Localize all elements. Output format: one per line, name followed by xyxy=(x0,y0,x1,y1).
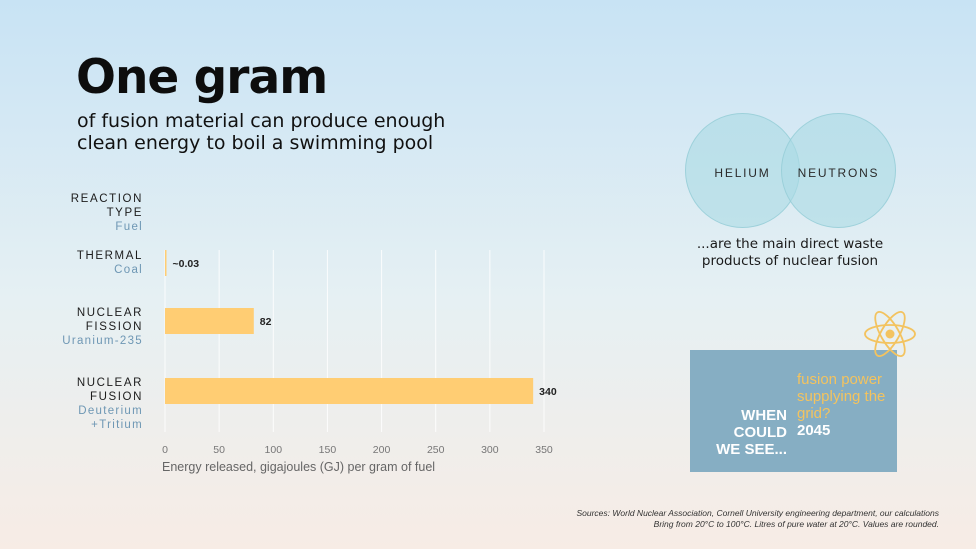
page-title: One gram xyxy=(76,50,328,105)
fusion-grid-callout: WHEN COULD WE SEE... fusion power supply… xyxy=(690,350,897,472)
page-subtitle: of fusion material can produce enough cl… xyxy=(77,110,446,154)
row-fuel-line1: Deuterium xyxy=(78,405,143,417)
row-fuel-line1: Coal xyxy=(114,264,143,276)
bar-1 xyxy=(165,308,254,334)
bar-value-label: 82 xyxy=(260,316,272,328)
row-type-line2: FISSION xyxy=(85,321,143,333)
row-type-line1: NUCLEAR xyxy=(76,377,143,389)
x-tick-label: 200 xyxy=(373,444,391,456)
neutrons-circle: NEUTRONS xyxy=(781,113,896,228)
callout-highlight-text: fusion power supplying the grid? xyxy=(797,371,886,422)
bar-value-label: ~0.03 xyxy=(173,258,200,270)
row-type-line2: FUSION xyxy=(89,391,143,403)
x-axis-title: Energy released, gigajoules (GJ) per gra… xyxy=(162,460,435,474)
x-tick-label: 100 xyxy=(265,444,283,456)
callout-year: 2045 xyxy=(797,422,831,439)
x-tick-label: 0 xyxy=(162,444,168,456)
sources-note: Sources: World Nuclear Association, Corn… xyxy=(576,508,939,530)
row-label-fusion: NUCLEAR FUSION Deuterium +Tritium xyxy=(0,376,143,432)
callout-answer: fusion power supplying the grid? 2045 xyxy=(797,371,897,439)
notes-line: Bring from 20°C to 100°C. Litres of pure… xyxy=(653,519,939,529)
x-tick-label: 250 xyxy=(427,444,445,456)
waste-products-venn: HELIUM NEUTRONS xyxy=(685,113,897,228)
energy-bar-chart: 0 50 100 150 200 250 300 350 ~0.03 82 340 Energy re… xyxy=(162,250,557,474)
x-tick-label: 150 xyxy=(319,444,337,456)
row-header-fuel: Fuel xyxy=(115,221,143,233)
x-tick-label: 50 xyxy=(213,444,225,456)
row-header-line1: REACTION xyxy=(70,193,143,205)
helium-label: HELIUM xyxy=(714,166,771,180)
callout-question: WHEN COULD WE SEE... xyxy=(716,407,787,458)
sources-line: Sources: World Nuclear Association, Corn… xyxy=(576,508,939,518)
venn-caption: ...are the main direct waste products of… xyxy=(696,236,884,269)
bar-0 xyxy=(165,250,167,276)
row-label-thermal: THERMAL Coal xyxy=(0,249,143,277)
row-fuel-line2: +Tritium xyxy=(91,419,143,431)
atom-icon xyxy=(864,310,916,358)
bar-value-label: 340 xyxy=(539,386,557,398)
row-type-line1: NUCLEAR xyxy=(76,307,143,319)
row-label-fission: NUCLEAR FISSION Uranium-235 xyxy=(0,306,143,348)
row-fuel-line1: Uranium-235 xyxy=(62,335,143,347)
row-type-line1: THERMAL xyxy=(76,250,143,262)
row-header-line2: TYPE xyxy=(106,207,143,219)
x-tick-label: 300 xyxy=(481,444,499,456)
x-tick-label: 350 xyxy=(535,444,553,456)
bar-2 xyxy=(165,378,534,404)
row-header-label: REACTION TYPE Fuel xyxy=(0,192,143,234)
neutrons-label: NEUTRONS xyxy=(797,166,880,180)
